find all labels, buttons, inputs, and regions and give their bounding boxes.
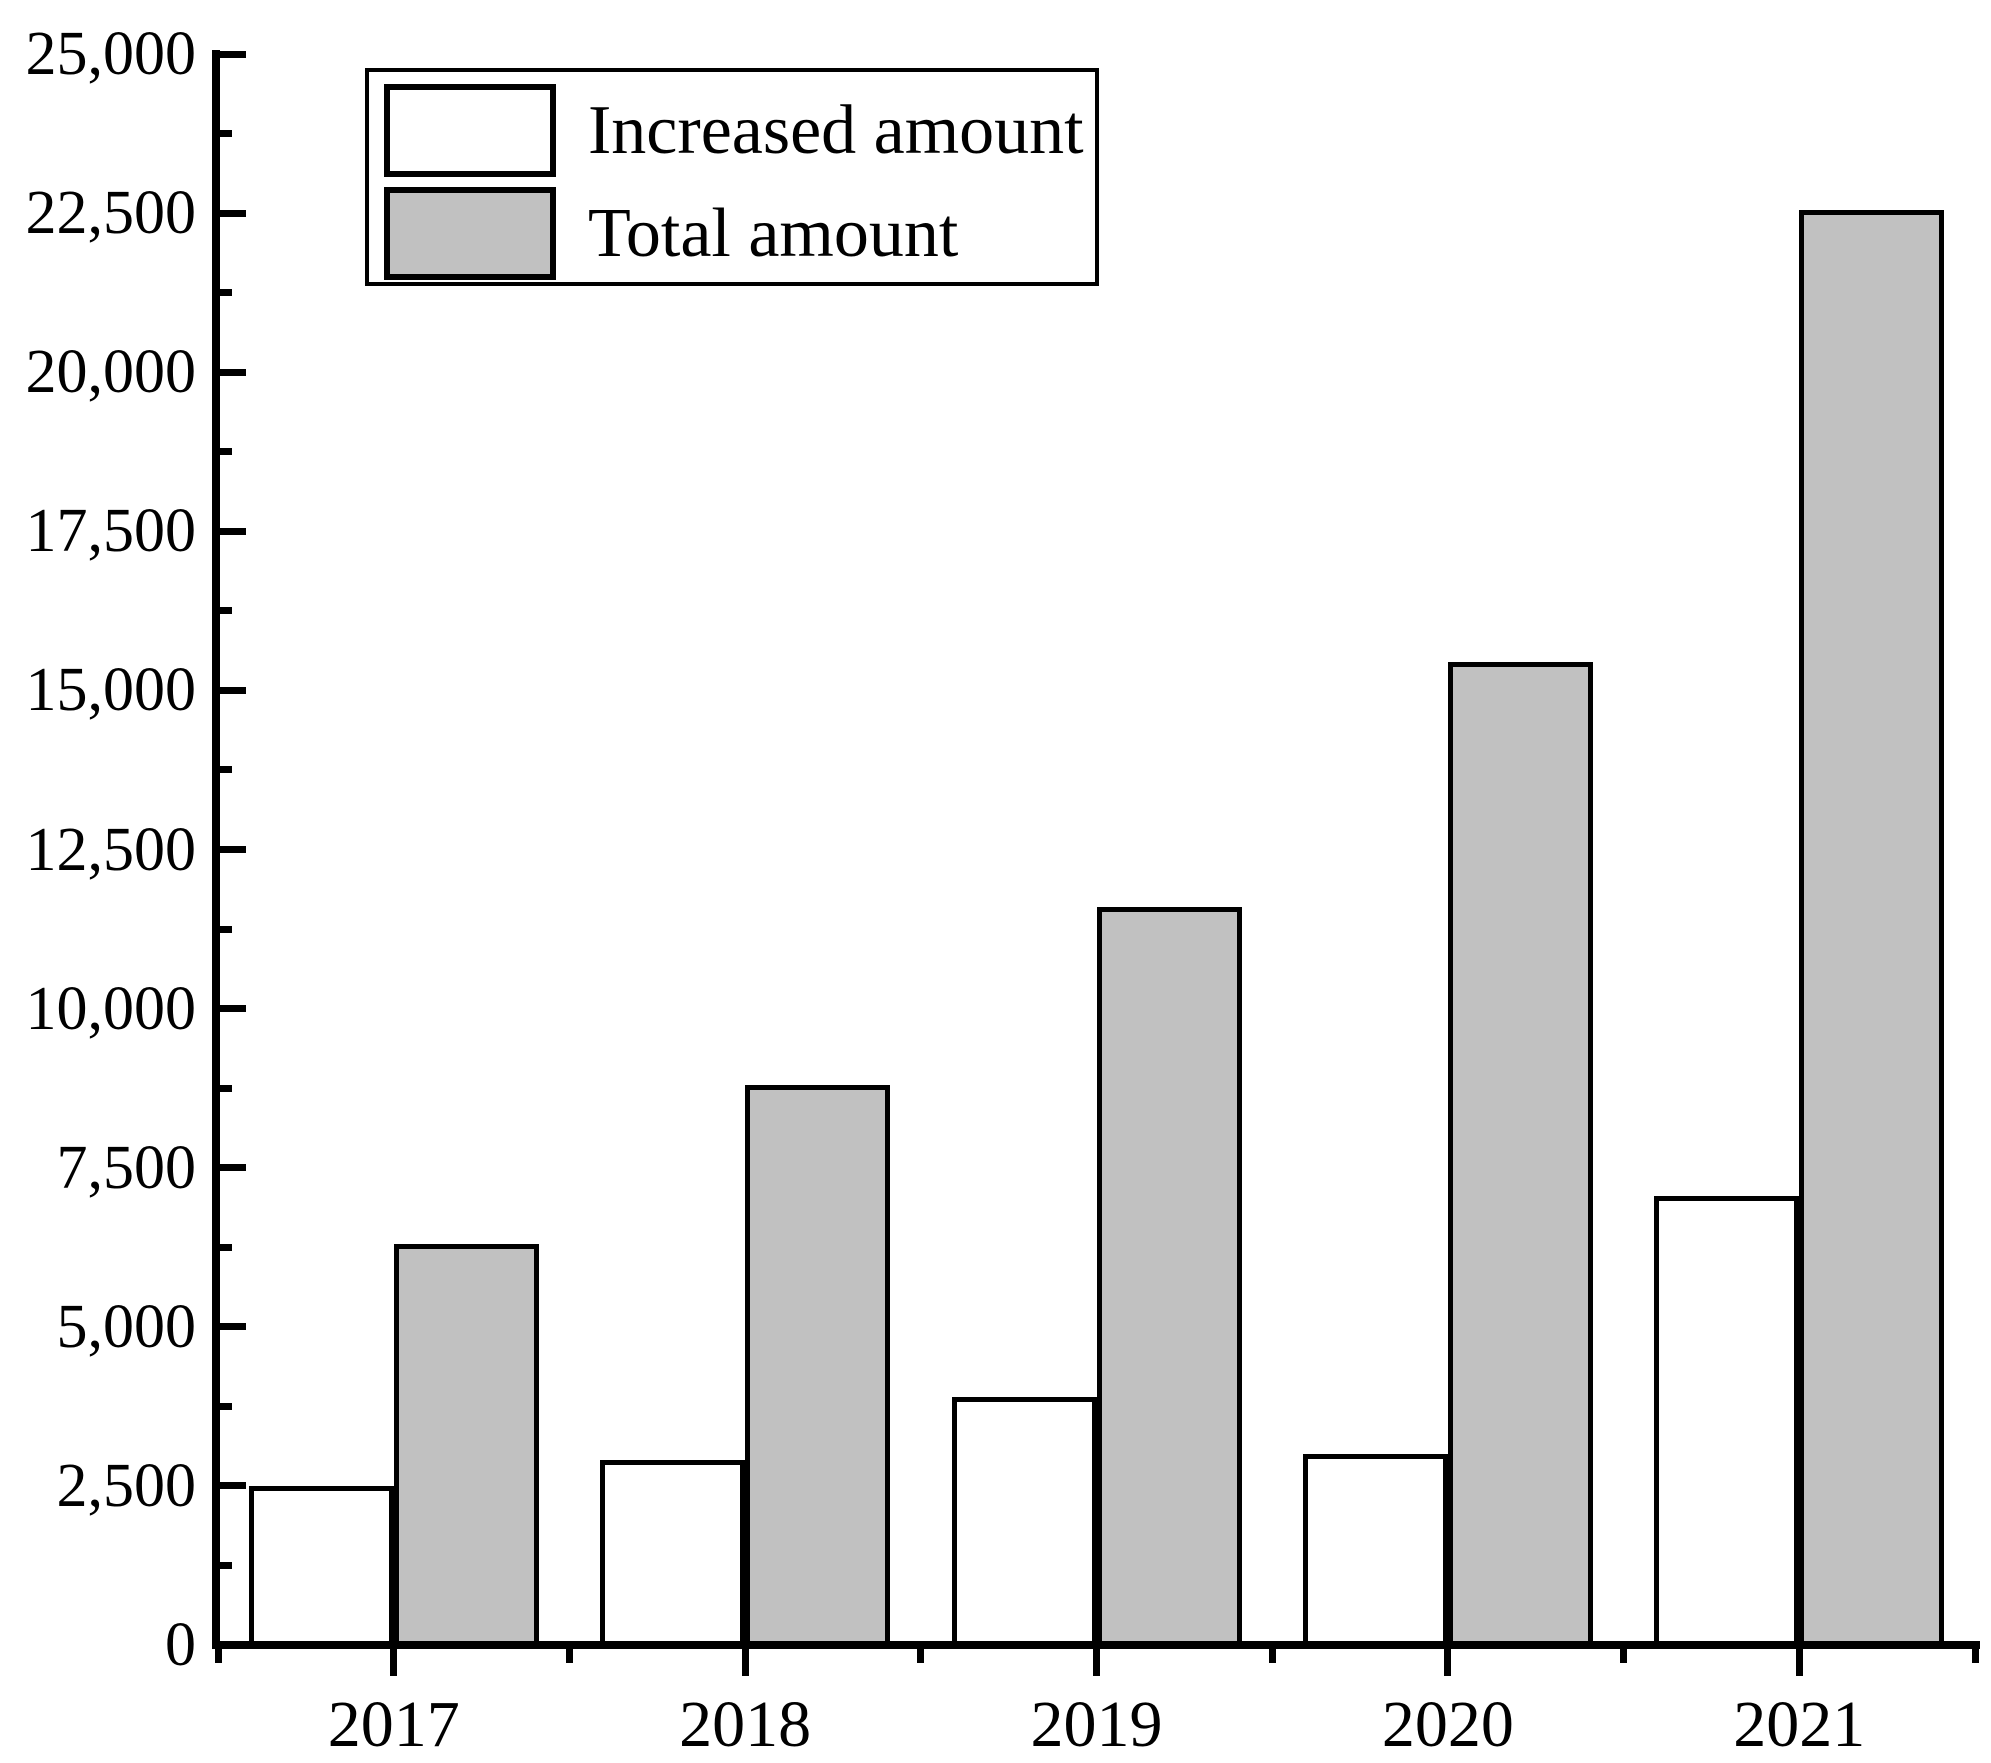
- bar-total-amount-2019: [1096, 906, 1242, 1649]
- x-major-tick: [741, 1649, 749, 1676]
- bar-increased-amount-2018: [600, 1460, 746, 1649]
- legend: Increased amount Total amount: [365, 68, 1099, 286]
- bar-increased-amount-2020: [1302, 1454, 1448, 1649]
- y-minor-tick: [219, 130, 232, 138]
- y-major-tick: [219, 50, 246, 58]
- legend-label-increased-amount: Increased amount: [588, 91, 1084, 169]
- x-tick-label: 2020: [1381, 1688, 1514, 1761]
- x-major-tick: [1093, 1649, 1100, 1676]
- y-tick-label: 25,000: [25, 20, 197, 88]
- y-major-tick: [219, 368, 246, 376]
- legend-swatch-increased-amount: [384, 84, 556, 177]
- y-major-tick: [219, 1323, 246, 1331]
- legend-item-total-amount: Total amount: [384, 186, 1095, 281]
- bar-total-amount-2021: [1799, 209, 1945, 1649]
- bar-total-amount-2020: [1447, 661, 1593, 1649]
- bar-increased-amount-2017: [248, 1485, 394, 1649]
- x-minor-tick: [1268, 1649, 1276, 1663]
- y-minor-tick: [219, 766, 232, 774]
- y-tick-label: 20,000: [25, 338, 197, 407]
- x-tick-label: 2019: [1030, 1688, 1163, 1761]
- legend-item-increased-amount: Increased amount: [384, 83, 1095, 178]
- legend-label-total-amount: Total amount: [588, 194, 959, 272]
- y-minor-tick: [219, 925, 232, 933]
- y-minor-tick: [219, 1561, 232, 1569]
- y-minor-tick: [219, 289, 232, 297]
- bar-increased-amount-2021: [1654, 1196, 1800, 1649]
- x-axis-line: [212, 1641, 1980, 1649]
- y-major-tick: [219, 686, 246, 694]
- y-minor-tick: [219, 1084, 232, 1092]
- y-tick-label: 15,000: [25, 656, 197, 725]
- y-tick-label: 5,000: [56, 1292, 197, 1361]
- x-minor-tick: [1620, 1649, 1628, 1663]
- y-major-tick: [219, 846, 246, 853]
- x-minor-tick: [565, 1649, 573, 1663]
- y-tick-label: 12,500: [25, 815, 197, 884]
- y-minor-tick: [219, 1243, 232, 1251]
- x-major-tick: [390, 1649, 398, 1676]
- x-tick-label: 2021: [1733, 1688, 1866, 1761]
- y-tick-label: 0: [165, 1611, 196, 1679]
- y-minor-tick: [219, 607, 232, 615]
- x-tick-label: 2018: [679, 1688, 812, 1761]
- y-tick-label: 22,500: [25, 179, 197, 248]
- y-tick-label: 10,000: [25, 974, 197, 1043]
- y-minor-tick: [219, 448, 232, 456]
- y-major-tick: [219, 527, 246, 535]
- y-major-tick: [219, 209, 246, 217]
- y-axis-line: [212, 50, 220, 1649]
- y-minor-tick: [219, 1402, 232, 1410]
- y-major-tick: [219, 1005, 246, 1013]
- y-major-tick: [219, 1482, 246, 1490]
- y-tick-label: 2,500: [56, 1451, 197, 1520]
- bar-total-amount-2018: [745, 1084, 891, 1649]
- bar-total-amount-2017: [393, 1244, 539, 1649]
- y-tick-label: 17,500: [25, 497, 197, 566]
- legend-swatch-total-amount: [384, 187, 556, 280]
- bar-increased-amount-2019: [951, 1396, 1097, 1649]
- x-major-tick: [1444, 1649, 1452, 1676]
- x-minor-tick: [917, 1649, 925, 1663]
- y-major-tick: [219, 1164, 246, 1172]
- x-tick-label: 2017: [327, 1688, 460, 1761]
- x-major-tick: [1795, 1649, 1803, 1676]
- x-minor-tick: [1971, 1649, 1979, 1663]
- x-minor-tick: [214, 1649, 222, 1663]
- y-tick-label: 7,500: [56, 1133, 197, 1202]
